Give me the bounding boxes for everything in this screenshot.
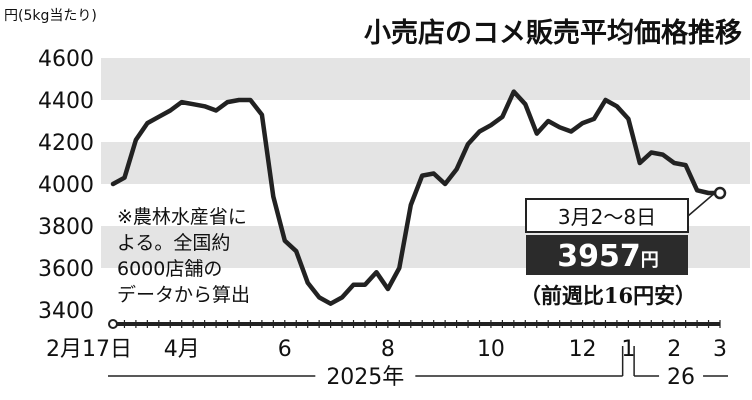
annotation-value-number: 3957 xyxy=(557,239,641,274)
x-tick-label: 2 xyxy=(667,337,681,362)
y-tick-label: 4000 xyxy=(38,173,94,198)
x-tick-label: 10 xyxy=(477,337,505,362)
y-axis-label: 円(5kg当たり) xyxy=(4,8,97,24)
year-label-backdrop xyxy=(315,364,416,388)
annotation-leader xyxy=(687,191,717,217)
y-tick-label: 3600 xyxy=(38,257,94,282)
y-tick-label: 3400 xyxy=(38,299,94,324)
note-line: よる。全国約 xyxy=(117,232,230,254)
y-tick-labels: 3400 3600 3800 4000 4200 4400 4600 xyxy=(38,47,94,324)
price-line xyxy=(110,89,723,306)
grid-band xyxy=(101,142,750,184)
grid-band xyxy=(101,58,750,100)
year-label-backdrop xyxy=(659,364,704,388)
note-line: 6000店舗の xyxy=(117,258,222,280)
note-line: データから算出 xyxy=(117,284,250,306)
y-tick-label: 3800 xyxy=(38,215,94,240)
y-tick-label: 4200 xyxy=(38,131,94,156)
annotation-value-unit: 円 xyxy=(641,250,659,271)
chart-title: 小売店のコメ販売平均価格推移 xyxy=(364,18,742,49)
x-tick-label: 3 xyxy=(713,337,727,362)
annotation-date: 3月2～8日 xyxy=(558,205,656,229)
y-tick-label: 4600 xyxy=(38,47,94,72)
x-tick-label: 8 xyxy=(381,337,395,362)
annotation-value-box xyxy=(526,235,688,275)
year-label: 2025年 xyxy=(326,365,404,390)
year-label: 26 xyxy=(667,365,695,390)
x-tick-label: 2月17日 xyxy=(46,337,132,362)
note-line: ※農林水産省に xyxy=(117,206,247,228)
x-axis xyxy=(108,319,721,329)
x-tick-label: 4月 xyxy=(164,337,200,362)
end-point-marker xyxy=(713,186,727,200)
annotation-value: 3957円 xyxy=(557,239,659,274)
x-tick-label: 1 xyxy=(621,337,635,362)
x-tick-label: 12 xyxy=(569,337,597,362)
x-tick-labels: 2月17日 4月 6 8 10 12 1 2 3 xyxy=(46,337,727,362)
x-tick-label: 6 xyxy=(278,337,292,362)
annotation-change: （前週比16円安） xyxy=(520,283,696,308)
y-tick-label: 4400 xyxy=(38,89,94,114)
year-brackets: 2025年 26 xyxy=(108,346,728,390)
x-axis-start-marker xyxy=(108,319,118,329)
